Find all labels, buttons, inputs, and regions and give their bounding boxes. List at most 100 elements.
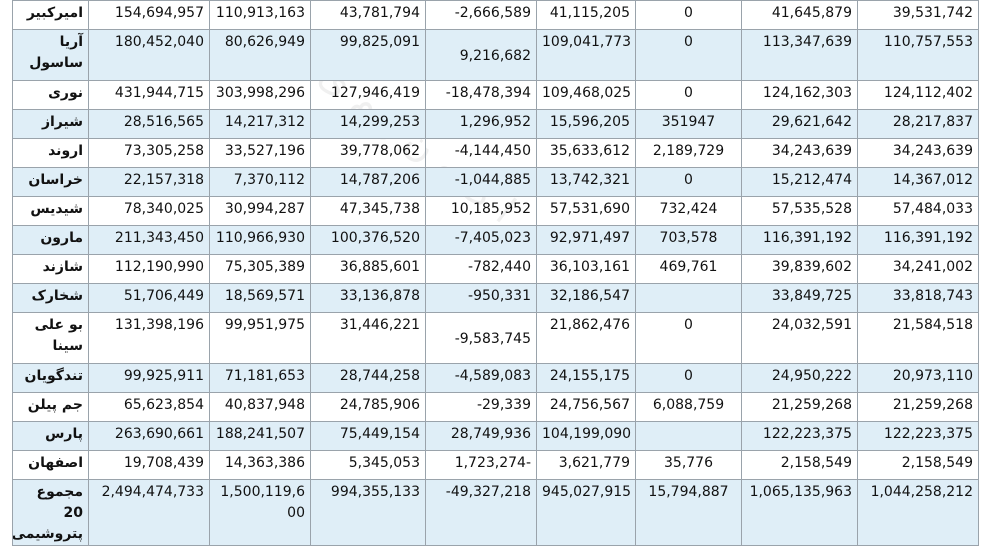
cell: 32,186,547 <box>536 283 636 313</box>
table-row: آریا ساسول 180,452,040 80,626,949 99,825… <box>12 29 979 81</box>
cell: 41,645,879 <box>741 0 858 30</box>
company-name: شخارک <box>12 283 89 313</box>
cell: 33,849,725 <box>741 283 858 313</box>
company-name: آریا ساسول <box>12 29 89 81</box>
cell: 113,347,639 <box>741 29 858 81</box>
cell: 19,708,439 <box>88 450 210 480</box>
cell: 0 <box>635 29 742 81</box>
cell: 73,305,258 <box>88 138 210 168</box>
cell: 1,065,135,963 <box>741 479 858 546</box>
cell: 994,355,133 <box>310 479 426 546</box>
cell <box>635 421 742 451</box>
cell: 99,825,091 <box>310 29 426 81</box>
cell: 57,484,033 <box>857 196 979 226</box>
cell: 0 <box>635 363 742 393</box>
cell: 21,584,518 <box>857 312 979 364</box>
cell: 703,578 <box>635 225 742 255</box>
cell: 127,946,419 <box>310 80 426 110</box>
cell: 75,305,389 <box>209 254 311 284</box>
cell: 51,706,449 <box>88 283 210 313</box>
cell: 80,626,949 <box>209 29 311 81</box>
cell: 57,535,528 <box>741 196 858 226</box>
cell: 24,950,222 <box>741 363 858 393</box>
cell: 351947 <box>635 109 742 139</box>
table-row: شیدیس 78,340,025 30,994,287 47,345,738 1… <box>12 196 979 226</box>
cell: 92,971,497 <box>536 225 636 255</box>
cell: 5,345,053 <box>310 450 426 480</box>
cell: 36,885,601 <box>310 254 426 284</box>
cell: 110,757,553 <box>857 29 979 81</box>
company-name: خراسان <box>12 167 89 197</box>
data-table-container: امیرکبیر 154,694,957 110,913,163 43,781,… <box>12 0 979 546</box>
cell: 31,446,221 <box>310 312 426 364</box>
cell: 28,744,258 <box>310 363 426 393</box>
total-label: مجموع 20 پتروشیمی <box>12 479 89 546</box>
company-name: مارون <box>12 225 89 255</box>
cell: 116,391,192 <box>857 225 979 255</box>
cell: 100,376,520 <box>310 225 426 255</box>
cell: 14,217,312 <box>209 109 311 139</box>
cell: 1,723,274- <box>425 450 537 480</box>
cell: 39,778,062 <box>310 138 426 168</box>
company-name: اصفهان <box>12 450 89 480</box>
cell <box>635 283 742 313</box>
cell: 104,199,090 <box>536 421 636 451</box>
cell: 110,913,163 <box>209 0 311 30</box>
cell: 2,158,549 <box>741 450 858 480</box>
cell: 15,794,887 <box>635 479 742 546</box>
cell: 30,994,287 <box>209 196 311 226</box>
cell: 34,243,639 <box>741 138 858 168</box>
cell: 15,596,205 <box>536 109 636 139</box>
cell: 14,787,206 <box>310 167 426 197</box>
cell: 2,189,729 <box>635 138 742 168</box>
table-row: جم پیلن 65,623,854 40,837,948 24,785,906… <box>12 392 979 422</box>
cell: 29,621,642 <box>741 109 858 139</box>
cell: 21,862,476 <box>536 312 636 364</box>
cell: 469,761 <box>635 254 742 284</box>
cell: 13,742,321 <box>536 167 636 197</box>
table-row: اروند 73,305,258 33,527,196 39,778,062 -… <box>12 138 979 168</box>
cell: 10,185,952 <box>425 196 537 226</box>
cell: -18,478,394 <box>425 80 537 110</box>
cell: 57,531,690 <box>536 196 636 226</box>
cell: 24,785,906 <box>310 392 426 422</box>
cell: 24,155,175 <box>536 363 636 393</box>
table-row: بو علی سینا 131,398,196 99,951,975 31,44… <box>12 312 979 364</box>
cell: 131,398,196 <box>88 312 210 364</box>
table-row: شیراز 28,516,565 14,217,312 14,299,253 1… <box>12 109 979 139</box>
table-row: تندگویان 99,925,911 71,181,653 28,744,25… <box>12 363 979 393</box>
cell: 211,343,450 <box>88 225 210 255</box>
cell: 40,837,948 <box>209 392 311 422</box>
cell: 0 <box>635 80 742 110</box>
cell: 3,621,779 <box>536 450 636 480</box>
cell: 6,088,759 <box>635 392 742 422</box>
cell: 109,041,773 <box>536 29 636 81</box>
cell: 35,776 <box>635 450 742 480</box>
company-name: شازند <box>12 254 89 284</box>
cell: 22,157,318 <box>88 167 210 197</box>
cell: 34,243,639 <box>857 138 979 168</box>
cell: -950,331 <box>425 283 537 313</box>
company-name: بو علی سینا <box>12 312 89 364</box>
cell: 188,241,507 <box>209 421 311 451</box>
cell: 180,452,040 <box>88 29 210 81</box>
cell: 21,259,268 <box>857 392 979 422</box>
cell: 65,623,854 <box>88 392 210 422</box>
cell: 2,158,549 <box>857 450 979 480</box>
company-name: شیدیس <box>12 196 89 226</box>
total-row: مجموع 20 پتروشیمی 2,494,474,733 1,500,11… <box>12 479 979 546</box>
company-name: امیرکبیر <box>12 0 89 30</box>
cell: 0 <box>635 312 742 364</box>
cell: 20,973,110 <box>857 363 979 393</box>
cell: 28,749,936 <box>425 421 537 451</box>
cell: 112,190,990 <box>88 254 210 284</box>
cell: 2,494,474,733 <box>88 479 210 546</box>
table-row: پارس 263,690,661 188,241,507 75,449,154 … <box>12 421 979 451</box>
table-row: مارون 211,343,450 110,966,930 100,376,52… <box>12 225 979 255</box>
cell: 124,112,402 <box>857 80 979 110</box>
cell: -782,440 <box>425 254 537 284</box>
company-name: اروند <box>12 138 89 168</box>
cell: 33,527,196 <box>209 138 311 168</box>
cell: -49,327,218 <box>425 479 537 546</box>
cell: 0 <box>635 0 742 30</box>
